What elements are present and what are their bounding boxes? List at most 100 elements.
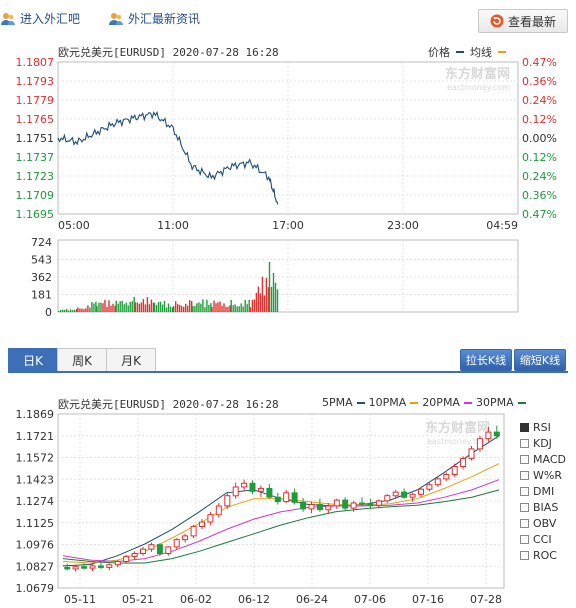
- volume-bar: [112, 303, 114, 312]
- candle-body: [434, 478, 441, 486]
- tab-weekly-k[interactable]: 周K: [57, 348, 107, 371]
- volume-bar: [208, 304, 210, 312]
- candle-body: [476, 438, 483, 450]
- volume-bar: [229, 305, 231, 312]
- indicator-checkbox[interactable]: [520, 534, 529, 544]
- legend-price-swatch: [456, 51, 464, 53]
- indicator-checkbox[interactable]: [520, 550, 529, 560]
- candle-body: [232, 486, 239, 497]
- forex-forum-link[interactable]: 进入外汇吧: [0, 10, 80, 27]
- volume-bar: [138, 303, 141, 312]
- candle-body: [333, 499, 340, 507]
- indicator-label: BIAS: [533, 500, 559, 514]
- indicator-checkbox[interactable]: [520, 486, 529, 496]
- refresh-icon: [490, 14, 504, 28]
- kline-x-tick-label: 07-06: [354, 593, 386, 606]
- candle-body: [207, 514, 214, 523]
- volume-bar: [196, 303, 198, 312]
- volume-bar: [114, 305, 116, 312]
- ma-line: [62, 479, 500, 563]
- candle-body: [156, 544, 163, 554]
- kline-chart: 1.1869 1.1721 1.1572 1.1423 1.1274 1.1125 1.09…: [16, 408, 505, 606]
- indicator-checkbox[interactable]: [520, 438, 529, 448]
- volume-bar: [167, 303, 170, 312]
- volume-bar: [89, 307, 91, 312]
- forex-news-link[interactable]: 外汇最新资讯: [108, 10, 200, 27]
- indicator-checkbox[interactable]: [520, 454, 529, 464]
- tab-monthly-label: 月K: [121, 353, 141, 368]
- volume-bar: [171, 307, 174, 312]
- intraday-chart: 1.1807 0.47% 1.1793 0.36% 1.1779 0.24% 1.1765 0…: [16, 56, 557, 319]
- volume-bar: [259, 293, 262, 312]
- indicator-cci[interactable]: CCI: [520, 532, 566, 546]
- volume-bar: [175, 301, 177, 312]
- candle-body: [418, 488, 424, 495]
- indicator-checkbox[interactable]: [520, 518, 529, 528]
- indicator-wr[interactable]: W%R: [520, 468, 566, 482]
- kline-y-tick-label: 1.0679: [16, 582, 55, 595]
- intraday-legend: 价格 均线: [428, 44, 506, 60]
- x-tick-label: 05:00: [58, 219, 90, 232]
- tab-daily-k[interactable]: 日K: [8, 348, 58, 371]
- candle-body: [493, 431, 500, 437]
- volume-tick-label: 362: [31, 271, 52, 284]
- indicator-bias[interactable]: BIAS: [520, 500, 566, 514]
- kline-y-tick-label: 1.1125: [16, 517, 55, 530]
- indicator-checkbox[interactable]: [520, 422, 529, 432]
- volume-bar: [223, 303, 225, 312]
- indicator-obv[interactable]: OBV: [520, 516, 566, 530]
- volume-bar: [85, 308, 87, 312]
- kline-y-tick-label: 1.1721: [16, 430, 55, 443]
- volume-bar: [215, 303, 217, 312]
- refresh-button[interactable]: 查看最新: [478, 9, 568, 33]
- volume-bar: [219, 301, 221, 312]
- volume-bar: [98, 302, 100, 312]
- indicator-label: W%R: [533, 468, 562, 482]
- indicator-checkbox[interactable]: [520, 470, 529, 480]
- candle-body: [106, 564, 113, 568]
- volume-bar: [104, 299, 106, 312]
- volume-bar: [81, 308, 83, 312]
- pct-tick-label: 0.36%: [522, 189, 557, 202]
- shorten-kline-button[interactable]: 缩短K线: [514, 349, 566, 371]
- legend-avg-label: 均线: [470, 46, 492, 59]
- volume-bar: [134, 302, 137, 312]
- volume-bar: [95, 301, 97, 312]
- indicator-dmi[interactable]: DMI: [520, 484, 566, 498]
- volume-bar: [261, 276, 264, 312]
- volume-bar: [100, 302, 102, 312]
- volume-bar: [83, 309, 85, 312]
- candle-body: [308, 504, 315, 510]
- volume-bar: [251, 300, 254, 312]
- pct-tick-label: 0.24%: [522, 94, 557, 107]
- volume-bar: [62, 309, 64, 312]
- volume-bar: [185, 303, 187, 312]
- stretch-kline-button[interactable]: 拉长K线: [460, 349, 512, 371]
- candle-body: [342, 499, 349, 509]
- candle-body: [114, 561, 121, 566]
- candle-body: [283, 492, 290, 503]
- ma-legend-label: 30PMA: [475, 396, 514, 409]
- watermark-sub: eastmoney.com: [427, 437, 490, 446]
- indicator-rsi[interactable]: RSI: [520, 420, 566, 434]
- kline-x-tick-label: 05-11: [64, 593, 96, 606]
- y-tick-label: 1.1779: [16, 94, 55, 107]
- indicator-roc[interactable]: ROC: [520, 548, 566, 562]
- volume-bar: [173, 306, 175, 312]
- volume-bar: [102, 303, 104, 312]
- ma-legend-swatch: [517, 401, 526, 404]
- volume-bar: [211, 307, 213, 312]
- volume-bar: [159, 301, 162, 312]
- indicator-macd[interactable]: MACD: [520, 452, 566, 466]
- candle-body: [123, 555, 130, 562]
- volume-bar: [221, 305, 223, 312]
- indicator-checkbox[interactable]: [520, 502, 529, 512]
- volume-bar: [115, 300, 117, 312]
- indicator-kdj[interactable]: KDJ: [520, 436, 566, 450]
- volume-tick-label: 0: [45, 306, 52, 319]
- tab-monthly-k[interactable]: 月K: [106, 348, 156, 371]
- tab-weekly-label: 周K: [72, 353, 92, 368]
- indicator-label: ROC: [533, 548, 557, 562]
- volume-bar: [133, 296, 135, 312]
- volume-bar: [191, 301, 193, 312]
